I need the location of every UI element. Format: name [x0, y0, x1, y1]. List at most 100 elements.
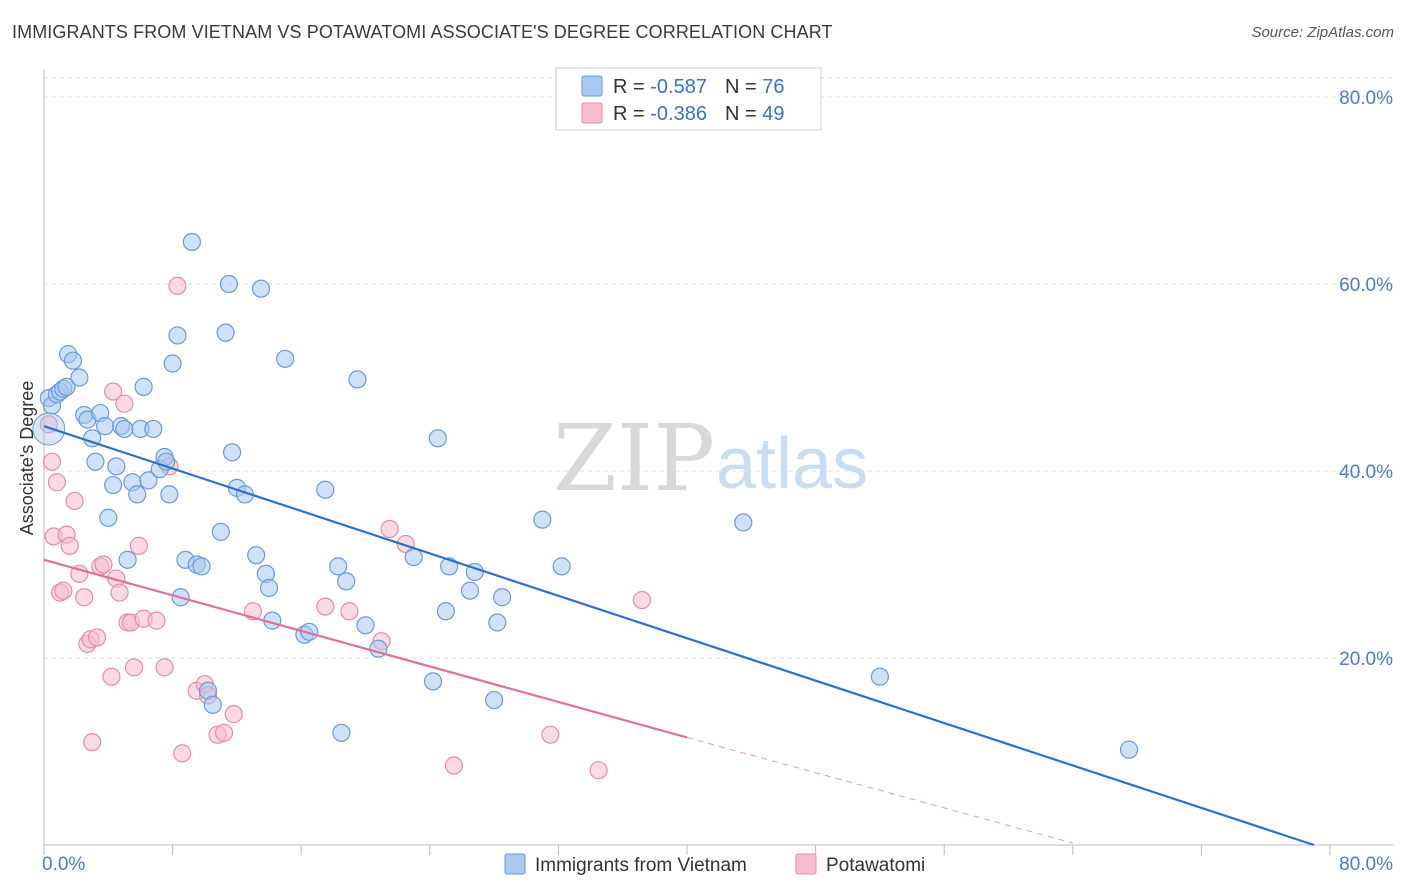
legend-n-label: N = [725, 76, 762, 98]
vietnam-point [276, 349, 295, 368]
potawatomi-point [444, 756, 464, 775]
potawatomi-point [396, 534, 415, 554]
vietnam-point [134, 377, 153, 396]
potawatomi-point [115, 394, 134, 413]
vietnam-point [211, 522, 230, 541]
vietnam-point [219, 274, 238, 294]
vietnam-point [356, 616, 375, 635]
series-legend-label-potawatomi: Potawatomi [826, 855, 925, 876]
vietnam-points [32, 232, 1139, 759]
potawatomi-point [60, 536, 79, 555]
vietnam-point [436, 602, 455, 621]
axes [43, 69, 1393, 855]
y-tick-labels: 20.0% 40.0% 60.0% 80.0% [1339, 88, 1393, 670]
vietnam-point [70, 368, 89, 387]
potawatomi-points [39, 276, 652, 780]
potawatomi-point [65, 491, 84, 511]
vietnam-point [203, 695, 222, 714]
vietnam-point [251, 279, 271, 298]
potawatomi-point [316, 597, 335, 616]
vietnam-point [348, 370, 367, 389]
x-tick-label-min: 0.0% [42, 854, 85, 875]
potawatomi-point [173, 744, 192, 763]
vietnam-point [337, 572, 356, 591]
potawatomi-trendline [43, 558, 688, 739]
potawatomi-point [87, 628, 107, 647]
y-tick-label: 80.0% [1339, 88, 1393, 109]
vietnam-point [107, 457, 126, 476]
vietnam-point [104, 475, 123, 495]
gridlines [44, 77, 1393, 659]
legend-n-value: 49 [762, 103, 784, 125]
potawatomi-point [94, 555, 113, 574]
potawatomi-point [147, 611, 166, 630]
vietnam-point [870, 667, 890, 686]
vietnam-point [247, 546, 266, 565]
vietnam-point [182, 232, 201, 252]
chart-title: IMMIGRANTS FROM VIETNAM VS POTAWATOMI AS… [12, 22, 833, 42]
vietnam-point [488, 613, 507, 632]
stats-legend: R = -0.587 N = 76 R = -0.386 N = 49 [555, 67, 822, 131]
vietnam-point [168, 326, 187, 345]
legend-r-label: R = [613, 103, 650, 125]
legend-n-value: 76 [762, 76, 784, 98]
potawatomi-point [70, 564, 89, 583]
vietnam-point [428, 429, 447, 448]
vietnam-point [485, 690, 504, 710]
series-legend: Immigrants from Vietnam Potawatomi [504, 853, 925, 876]
y-axis-label: Associate's Degree [17, 381, 37, 536]
legend-swatch-vietnam [581, 75, 603, 97]
potawatomi-point [75, 588, 94, 607]
potawatomi-point [380, 519, 399, 539]
y-tick-label: 60.0% [1339, 275, 1393, 296]
potawatomi-point [589, 761, 608, 780]
potawatomi-trendline-extension [686, 736, 1073, 844]
potawatomi-point [168, 276, 187, 296]
potawatomi-point [155, 658, 174, 677]
legend-r-value: -0.386 [650, 103, 707, 125]
vietnam-point [86, 452, 105, 471]
vietnam-trendline [43, 425, 1315, 847]
vietnam-point [332, 723, 351, 742]
vietnam-point-large [32, 412, 66, 446]
vietnam-point [115, 419, 134, 439]
potawatomi-point [124, 658, 144, 677]
vietnam-point [163, 354, 182, 373]
vietnam-point [259, 578, 279, 597]
potawatomi-point [102, 667, 121, 686]
potawatomi-point [42, 452, 62, 471]
y-tick-label: 20.0% [1339, 649, 1393, 670]
vietnam-point [222, 443, 242, 462]
legend-n-label: N = [725, 103, 762, 125]
series-legend-label-vietnam: Immigrants from Vietnam [535, 855, 747, 876]
vietnam-point [128, 485, 147, 504]
potawatomi-point [340, 602, 359, 621]
legend-r-value: -0.587 [650, 76, 707, 98]
watermark-zip: ZIP [553, 405, 715, 512]
vietnam-point [192, 557, 211, 576]
vietnam-point [533, 510, 552, 529]
vietnam-point [316, 480, 335, 499]
vietnam-point [460, 581, 480, 600]
y-tick-label: 40.0% [1339, 462, 1393, 483]
potawatomi-point [632, 590, 652, 610]
legend-r-label: R = [613, 76, 650, 98]
vietnam-point [493, 588, 512, 607]
vietnam-point [160, 485, 179, 504]
legend-row-potawatomi: R = -0.386 N = 49 [613, 103, 784, 125]
vietnam-point [552, 557, 571, 576]
vietnam-point [734, 513, 753, 532]
potawatomi-point [47, 473, 66, 492]
vietnam-point [144, 419, 163, 439]
potawatomi-point [54, 581, 73, 600]
potawatomi-point [541, 725, 560, 744]
potawatomi-point [214, 723, 234, 742]
trendlines [43, 425, 1315, 847]
watermark-atlas: atlas [716, 424, 868, 504]
vietnam-point [118, 550, 137, 569]
vietnam-point [57, 377, 76, 396]
legend-swatch-potawatomi [581, 102, 603, 124]
vietnam-point [216, 323, 235, 342]
potawatomi-point [129, 536, 148, 555]
